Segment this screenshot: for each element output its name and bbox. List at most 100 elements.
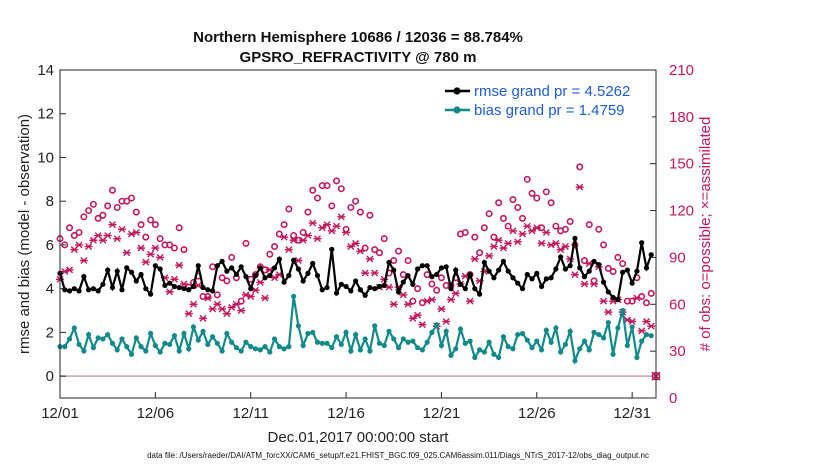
bias-point [329,345,335,351]
rmse-point [133,278,139,284]
obs-possible-point [213,291,221,299]
obs-assimilated-point [156,253,165,261]
obs-assimilated-point [137,244,146,252]
y-right-tick-label: 120 [669,203,694,220]
rmse-point [438,265,445,271]
rmse-point [553,266,559,272]
rmse-point [472,286,478,292]
obs-possible-point [580,257,588,265]
obs-assimilated-point [165,288,174,296]
rmse-point [238,264,244,270]
bias-point [438,342,445,349]
obs-possible-point [352,197,360,205]
obs-assimilated-point [289,236,298,244]
rmse-point [529,276,535,282]
obs-assimilated-point [590,280,599,288]
obs-possible-point [209,263,217,271]
bias-point [224,330,230,337]
x-tick-label: 12/31 [613,405,651,422]
obs-possible-point [266,250,274,258]
obs-possible-point [566,218,574,226]
rmse-point [405,272,411,279]
bias-point [333,334,340,340]
obs-assimilated-point [542,228,551,236]
y-right-tick-label: 0 [669,390,677,407]
obs-assimilated-point [251,286,260,294]
obs-assimilated-point [179,280,188,288]
rmse-point [205,287,211,293]
obs-possible-point [600,241,608,249]
bias-point [610,351,616,357]
obs-assimilated-point [365,255,374,263]
obs-assimilated-point [84,243,93,250]
rmse-point [367,284,373,291]
rmse-point [415,266,421,272]
obs-assimilated-point [318,224,327,232]
obs-possible-point [437,274,445,282]
rmse-point [596,262,602,268]
rmse-point [567,263,573,269]
bias-point [600,335,607,341]
bias-point [295,323,301,329]
rmse-point [314,272,321,279]
obs-assimilated-point [356,247,365,255]
bias-point [243,339,249,345]
obs-assimilated-point [75,241,84,249]
obs-possible-point [271,242,279,250]
rmse-point [286,272,292,279]
rmse-point [86,287,92,293]
obs-assimilated-point [351,239,360,247]
obs-assimilated-point [556,246,565,254]
bias-point [405,339,411,345]
obs-possible-point [380,235,388,243]
rmse-point [605,289,611,295]
rmse-point [586,268,592,274]
bias-point [567,328,573,334]
rmse-point [66,288,73,294]
obs-assimilated-point [537,239,546,247]
rmse-point [229,265,235,271]
obs-possible-point [104,202,112,210]
rmse-point [109,284,116,291]
rmse-point [505,268,511,274]
rmse-point [510,275,516,281]
bias-point [205,341,211,348]
obs-assimilated-point [466,297,475,305]
obs-possible-point [180,246,188,254]
bias-point [543,327,549,333]
obs-assimilated-point [222,310,231,318]
chart-subtitle: GPSRO_REFRACTIVITY @ 780 m [240,49,477,66]
bias-point [519,330,526,337]
bias-point [534,338,540,344]
obs-assimilated-point [437,305,446,313]
y-right-tick-label: 150 [669,156,694,173]
bias-point [510,346,516,352]
bias-point [314,339,321,345]
x-tick-label: 12/01 [41,405,79,422]
bias-point [271,336,278,342]
obs-assimilated-point [199,314,208,322]
bias-point [257,347,263,353]
rmse-point [410,281,416,287]
obs-possible-point [89,200,97,208]
obs-possible-point [218,274,226,282]
bias-point [453,346,459,352]
rmse-point [648,252,654,258]
rmse-point [262,275,268,281]
bias-point [286,344,292,350]
y-tick-label: 14 [37,62,54,79]
rmse-point [357,287,363,293]
obs-possible-point [523,175,531,183]
legend-rmse-label: rmse grand pr = 4.5262 [474,83,630,100]
legend-bias-marker [453,106,461,114]
rmse-point [462,286,468,292]
data-file-footnote: data file: /Users/raeder/DAI/ATM_forcXX/… [147,451,649,460]
rmse-point [310,260,316,267]
obs-possible-point [313,194,321,202]
y-right-tick-label: 210 [669,62,694,79]
rmse-point [305,270,311,276]
y-right-tick-label: 30 [669,343,686,360]
obs-possible-point [170,244,178,252]
plot-frame [59,69,657,399]
bias-point [505,344,511,350]
